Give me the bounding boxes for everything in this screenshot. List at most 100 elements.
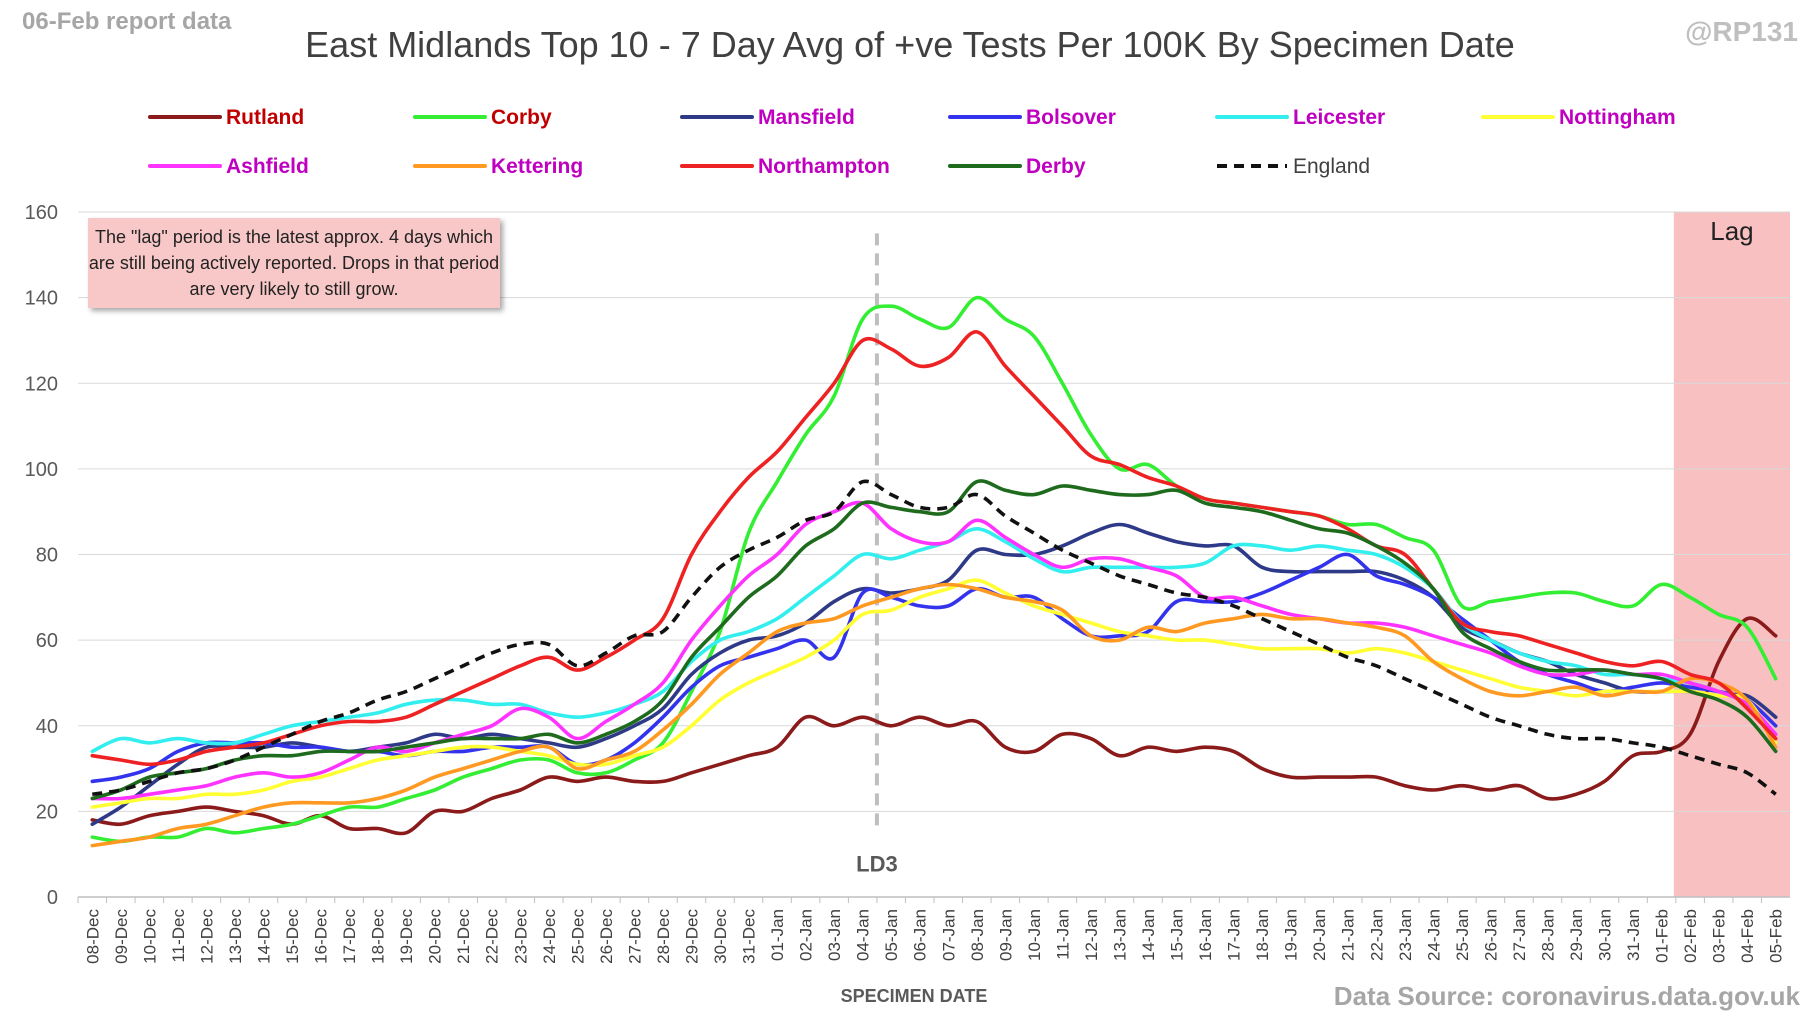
series-line-rutland	[90, 616, 1778, 836]
x-tick-label: 06-Jan	[911, 909, 930, 961]
x-tick-label: 15-Dec	[283, 909, 302, 964]
series-line-corby	[90, 295, 1778, 844]
x-tick-label: 23-Jan	[1396, 909, 1415, 961]
series-layer	[90, 295, 1778, 848]
x-tick-label: 20-Jan	[1310, 909, 1329, 961]
x-tick-label: 30-Jan	[1596, 909, 1615, 961]
x-tick-label: 24-Jan	[1424, 909, 1443, 961]
x-tick-label: 29-Jan	[1567, 909, 1586, 961]
x-tick-label: 13-Dec	[226, 909, 245, 964]
grid-layer	[78, 211, 1790, 898]
y-tick-label: 60	[36, 630, 58, 652]
x-tick-label: 25-Dec	[568, 909, 587, 964]
x-tick-label: 13-Jan	[1110, 909, 1129, 961]
x-tick-label: 30-Dec	[711, 909, 730, 964]
y-tick-label: 40	[36, 716, 58, 738]
legend-label-ashfield: Ashfield	[226, 155, 309, 178]
y-tick-label: 100	[25, 459, 58, 481]
legend-label-northampton: Northampton	[758, 155, 890, 178]
ld3-marker-layer: LD3	[856, 233, 898, 876]
x-tick-label: 04-Feb	[1738, 909, 1757, 963]
legend-label-bolsover: Bolsover	[1026, 106, 1116, 129]
legend-label-derby: Derby	[1026, 155, 1086, 178]
x-tick-label: 12-Jan	[1082, 909, 1101, 961]
x-tick-label: 19-Dec	[397, 909, 416, 964]
x-tick-label: 03-Feb	[1710, 909, 1729, 963]
x-tick-label: 02-Jan	[797, 909, 816, 961]
x-tick-label: 21-Dec	[454, 909, 473, 964]
x-tick-label: 18-Jan	[1253, 909, 1272, 961]
x-tick-label: 25-Jan	[1453, 909, 1472, 961]
x-tick-label: 22-Jan	[1367, 909, 1386, 961]
chart-title: East Midlands Top 10 - 7 Day Avg of +ve …	[305, 24, 1515, 65]
x-tick-label: 12-Dec	[197, 909, 216, 964]
x-tick-label: 28-Dec	[654, 909, 673, 964]
x-axis-title: SPECIMEN DATE	[841, 986, 988, 1006]
legend-label-kettering: Kettering	[491, 155, 583, 178]
series-line-ashfield	[90, 500, 1778, 801]
report-date: 06-Feb report data	[22, 8, 232, 35]
y-tick-label: 0	[47, 887, 58, 909]
ld3-label: LD3	[856, 851, 898, 876]
x-tick-label: 11-Jan	[1053, 909, 1072, 960]
x-tick-label: 16-Jan	[1196, 909, 1215, 961]
x-tick-label: 26-Dec	[597, 909, 616, 964]
x-tick-label: 05-Jan	[882, 909, 901, 961]
x-tick-label: 01-Feb	[1653, 909, 1672, 963]
y-tick-label: 160	[25, 202, 58, 224]
x-tick-label: 28-Jan	[1538, 909, 1557, 961]
legend-label-rutland: Rutland	[226, 106, 304, 129]
x-tick-label: 14-Jan	[1139, 909, 1158, 961]
legend-label-corby: Corby	[491, 106, 552, 129]
x-tick-label: 09-Jan	[996, 909, 1015, 961]
y-tick-label: 120	[25, 373, 58, 395]
x-tick-label: 03-Jan	[825, 909, 844, 961]
legend-layer: Rutland Corby Mansfield Bolsover Leicester No…	[148, 106, 1676, 178]
x-tick-label: 11-Dec	[169, 909, 188, 963]
x-tick-label: 09-Dec	[112, 909, 131, 964]
legend-label-mansfield: Mansfield	[758, 106, 855, 129]
x-tick-label: 26-Jan	[1481, 909, 1500, 961]
lag-note: The "lag" period is the latest approx. 4…	[88, 218, 500, 308]
y-tick-label: 140	[25, 288, 58, 310]
x-tick-label: 21-Jan	[1339, 909, 1358, 961]
x-tick-label: 05-Feb	[1767, 909, 1786, 963]
y-tick-label: 20	[36, 801, 58, 823]
x-tick-label: 01-Jan	[768, 909, 787, 961]
author-handle: @RP131	[1685, 16, 1798, 47]
series-line-kettering	[90, 582, 1778, 848]
x-tick-label: 20-Dec	[426, 909, 445, 964]
series-line-mansfield	[90, 522, 1778, 826]
legend-label-leicester: Leicester	[1293, 106, 1385, 129]
x-tick-label: 10-Dec	[140, 909, 159, 964]
legend-label-nottingham: Nottingham	[1559, 106, 1676, 129]
series-line-northampton	[90, 330, 1778, 767]
x-tick-label: 31-Jan	[1624, 909, 1643, 961]
legend-label-england: England	[1293, 155, 1370, 178]
series-line-leicester	[90, 527, 1778, 754]
x-tick-label: 27-Jan	[1510, 909, 1529, 961]
x-tick-label: 22-Dec	[483, 909, 502, 964]
x-tick-label: 17-Dec	[340, 909, 359, 964]
x-tick-label: 14-Dec	[254, 909, 273, 964]
y-tick-label: 80	[36, 545, 58, 567]
x-tick-label: 27-Dec	[625, 909, 644, 964]
axis-layer: 0 20 40 60 80 100 120 140 160 08-Dec 09-Dec 10-Dec 1…	[25, 202, 1790, 1006]
x-tick-label: 08-Dec	[83, 909, 102, 964]
x-tick-label: 10-Jan	[1025, 909, 1044, 961]
lag-label: Lag	[1710, 216, 1753, 246]
x-tick-label: 31-Dec	[740, 909, 759, 964]
x-tick-label: 08-Jan	[968, 909, 987, 961]
x-tick-label: 24-Dec	[540, 909, 559, 964]
x-tick-label: 18-Dec	[369, 909, 388, 964]
x-tick-label: 29-Dec	[682, 909, 701, 964]
x-tick-label: 15-Jan	[1168, 909, 1187, 961]
series-line-derby	[90, 479, 1778, 801]
x-tick-label: 16-Dec	[312, 909, 331, 964]
x-tick-label: 07-Jan	[939, 909, 958, 961]
series-line-nottingham	[90, 578, 1778, 809]
x-tick-label: 19-Jan	[1282, 909, 1301, 961]
x-tick-label: 23-Dec	[511, 909, 530, 964]
